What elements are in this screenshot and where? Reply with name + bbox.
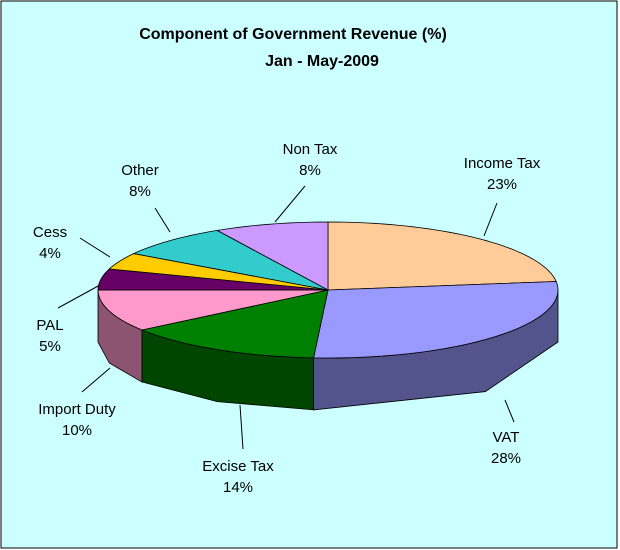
slice-value-label: 4% xyxy=(39,245,61,262)
slice xyxy=(327,221,557,291)
leader-line xyxy=(274,185,306,223)
slice-label: Cess xyxy=(33,224,67,241)
leader-line xyxy=(154,207,171,233)
leader-line xyxy=(483,202,498,237)
slice xyxy=(140,289,329,359)
leader-line xyxy=(79,237,111,258)
leader-line xyxy=(57,284,101,309)
slice-label: Import Duty xyxy=(38,401,116,418)
slice-value-label: 10% xyxy=(62,422,92,439)
slice xyxy=(108,253,329,291)
slice-label: Non Tax xyxy=(283,141,338,158)
slice-value-label: 8% xyxy=(129,183,151,200)
chart-subtitle: Jan - May-2009 xyxy=(265,53,379,70)
slice-label: Other xyxy=(121,162,159,179)
slice-label: Excise Tax xyxy=(202,458,274,475)
leader-line xyxy=(81,367,111,393)
slice xyxy=(132,229,329,291)
leader-line xyxy=(504,399,515,423)
slice-label: VAT xyxy=(493,429,520,446)
slice xyxy=(97,289,329,331)
slice-label: Income Tax xyxy=(464,155,541,172)
chart-title: Component of Government Revenue (%) xyxy=(139,26,447,43)
slice-value-label: 14% xyxy=(223,479,253,496)
leader-line xyxy=(239,404,244,450)
slice xyxy=(215,221,329,291)
slice-value-label: 8% xyxy=(299,162,321,179)
slice-value-label: 28% xyxy=(491,450,521,467)
slice-value-label: 5% xyxy=(39,338,61,355)
slice-value-label: 23% xyxy=(487,176,517,193)
slice-label: PAL xyxy=(36,317,63,334)
slice xyxy=(313,281,559,359)
